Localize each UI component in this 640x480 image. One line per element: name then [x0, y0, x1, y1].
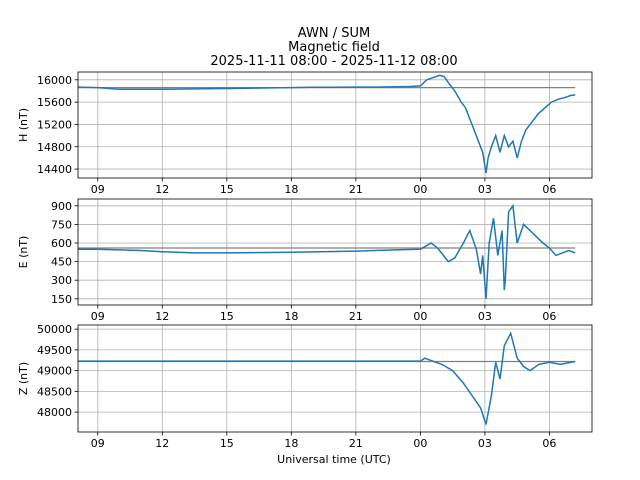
y-tick-label: 16000: [37, 74, 72, 87]
x-tick-label: 15: [220, 437, 234, 450]
y-tick-label: 450: [51, 256, 72, 269]
x-tick-label: 03: [478, 310, 492, 323]
data-line: [77, 74, 576, 174]
x-tick-label: 00: [413, 183, 427, 196]
x-tick-label: 09: [91, 183, 105, 196]
y-tick-label: 750: [51, 218, 72, 231]
x-tick-label: 03: [478, 437, 492, 450]
x-tick-label: 00: [413, 310, 427, 323]
x-tick-label: 21: [349, 310, 363, 323]
data-line: [78, 203, 576, 299]
x-tick-label: 12: [155, 437, 169, 450]
x-tick-label: 06: [542, 437, 556, 450]
x-tick-label: 18: [284, 310, 298, 323]
y-tick-label: 600: [51, 237, 72, 250]
x-tick-label: 18: [284, 437, 298, 450]
y-tick-label: 150: [51, 293, 72, 306]
axes-frame: [77, 198, 593, 306]
y-tick-label: 14800: [37, 141, 72, 154]
y-tick-label: 15200: [37, 118, 72, 131]
x-tick-label: 15: [220, 183, 234, 196]
x-tick-label: 21: [349, 437, 363, 450]
title-line: 2025-11-11 08:00 - 2025-11-12 08:00: [210, 54, 457, 69]
y-tick-label: 49500: [37, 344, 72, 357]
x-tick-label: 03: [478, 183, 492, 196]
y-tick-label: 900: [51, 200, 72, 213]
x-tick-label: 09: [91, 437, 105, 450]
y-axis-label: E (nT): [17, 236, 30, 269]
data-line: [78, 331, 576, 425]
x-tick-label: 12: [155, 183, 169, 196]
title-line: Magnetic field: [288, 40, 380, 55]
title-line: AWN / SUM: [298, 26, 370, 41]
y-tick-label: 48500: [37, 385, 72, 398]
y-tick-label: 15600: [37, 96, 72, 109]
x-tick-label: 15: [220, 310, 234, 323]
axes-frame: [77, 71, 593, 179]
x-tick-label: 12: [155, 310, 169, 323]
y-axis-label: Z (nT): [17, 362, 30, 395]
x-tick-label: 18: [284, 183, 298, 196]
y-tick-label: 300: [51, 274, 72, 287]
x-axis-label: Universal time (UTC): [277, 453, 391, 466]
x-tick-label: 09: [91, 310, 105, 323]
y-tick-label: 49000: [37, 365, 72, 378]
x-tick-label: 06: [542, 310, 556, 323]
axes-frame: [77, 324, 593, 433]
y-axis-label: H (nT): [17, 108, 30, 142]
y-tick-label: 14400: [37, 163, 72, 176]
x-tick-label: 00: [413, 437, 427, 450]
y-tick-label: 50000: [37, 323, 72, 336]
y-tick-label: 48000: [37, 406, 72, 419]
x-tick-label: 21: [349, 183, 363, 196]
x-tick-label: 06: [542, 183, 556, 196]
